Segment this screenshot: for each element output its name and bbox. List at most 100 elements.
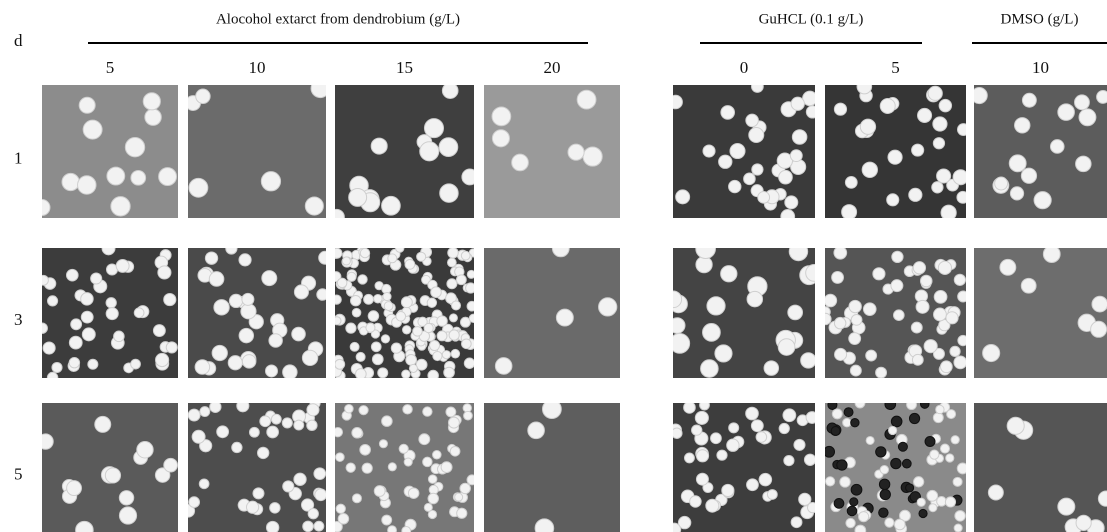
colony [850,365,861,376]
colony [746,407,759,420]
corner-label: d [14,31,23,50]
colony [451,349,460,358]
colony [137,442,153,458]
colony [941,205,956,220]
colony [577,90,596,109]
colony [349,188,367,206]
colony [102,242,115,255]
colony [342,257,350,265]
colony [210,401,221,412]
colony [270,503,280,513]
colony [885,399,896,410]
colony [428,370,439,381]
colony [374,486,385,497]
plate-image [974,403,1107,532]
colony [114,331,125,342]
colony [859,512,869,522]
colony [789,242,807,260]
colony [920,400,929,409]
colony [860,119,875,134]
colony [971,88,987,104]
colony [495,358,512,375]
colony [37,323,47,333]
colony [820,313,831,324]
colony [419,434,430,445]
colony [449,330,459,340]
colony [891,280,903,292]
colony [308,509,318,519]
colony [34,199,50,215]
colony [937,169,951,183]
plate-background [974,403,1107,532]
colony [911,322,922,333]
colony [368,311,379,322]
colony [1091,321,1107,337]
colony [267,426,279,438]
column-label: 10 [1032,58,1049,77]
colony [785,196,798,209]
colony [88,359,98,369]
colony [1050,140,1064,154]
colony [314,521,324,531]
colony [1097,90,1107,103]
colony [1092,296,1107,312]
colony [195,360,210,375]
colony [701,360,719,378]
colony [727,439,739,451]
row-label: 1 [14,148,23,167]
colony [266,521,278,532]
colony [847,506,857,516]
colony [880,489,890,499]
colony [790,150,802,162]
colony [239,254,251,266]
plate-image [186,79,330,218]
colony [866,350,877,361]
colony [894,519,905,530]
colony [351,296,361,306]
colony [423,457,432,466]
colony [988,485,1003,500]
plate-image [331,244,478,381]
colony [1010,187,1023,200]
colony [388,526,397,532]
colony [898,442,907,451]
plate-image [668,400,818,532]
plate-image [825,79,969,220]
colony [927,490,938,501]
colony [1058,104,1075,121]
colony [469,314,477,322]
colony [424,323,433,332]
colony [721,106,735,120]
colony [957,463,968,474]
colony [294,473,306,485]
colony [449,314,457,322]
row-label: 3 [14,310,23,329]
colony [382,196,401,215]
colony [253,488,264,499]
colony [941,361,953,373]
colony [825,477,834,486]
colony [794,439,805,450]
colony [946,454,954,462]
colony [81,293,93,305]
colony [106,298,116,308]
colony [447,279,457,289]
colony [722,484,734,496]
colony [261,172,280,191]
colony [690,496,702,508]
colony [512,154,529,171]
colony [409,364,417,372]
colony [855,525,866,532]
colony [399,444,408,453]
colony [428,493,438,503]
colony [933,138,944,149]
colony [958,291,969,302]
colony [66,269,78,281]
colony [401,297,412,308]
plate-image [484,85,620,218]
colony [209,272,224,287]
colony [932,182,943,193]
colony [888,426,896,434]
colony [939,99,951,111]
colony [388,254,397,263]
